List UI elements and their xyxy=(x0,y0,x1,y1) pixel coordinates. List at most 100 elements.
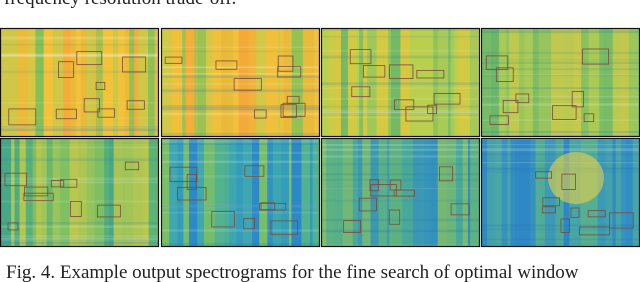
stripe xyxy=(259,138,268,247)
stripe xyxy=(424,138,431,247)
stripe xyxy=(78,138,87,247)
noise-band xyxy=(161,160,320,163)
stripe xyxy=(389,138,401,247)
stripe xyxy=(249,138,253,247)
noise-band xyxy=(0,128,159,132)
stripe xyxy=(14,138,21,247)
stripe xyxy=(17,28,28,137)
stripe xyxy=(628,28,640,137)
stripe xyxy=(400,28,411,137)
noise-band xyxy=(0,180,159,182)
detection-box xyxy=(439,166,454,182)
stripe xyxy=(161,138,170,247)
stripe xyxy=(280,138,290,247)
detection-box xyxy=(433,93,461,105)
stripe xyxy=(197,138,205,247)
spectrogram-panel xyxy=(320,137,481,248)
spectrogram-panel xyxy=(0,27,160,138)
spectrogram-panel xyxy=(160,27,321,138)
stripe xyxy=(134,28,139,137)
stripe xyxy=(70,28,77,137)
detection-box xyxy=(270,220,299,235)
stripe xyxy=(573,28,582,137)
detection-box xyxy=(164,56,183,64)
detection-box xyxy=(495,67,514,82)
stripe xyxy=(5,28,12,137)
noise-band xyxy=(321,110,480,113)
noise-band xyxy=(161,89,320,93)
stripe xyxy=(626,138,634,247)
noise-band xyxy=(0,126,159,128)
stripe xyxy=(335,28,342,137)
stripe xyxy=(224,138,230,247)
noise-band xyxy=(321,35,480,38)
detection-box xyxy=(535,171,552,179)
noise-band xyxy=(0,127,159,130)
stripe xyxy=(252,138,260,247)
stripe xyxy=(505,28,510,137)
noise-band xyxy=(481,238,640,240)
detection-box xyxy=(349,49,372,65)
panel-content xyxy=(481,138,640,247)
stripe xyxy=(228,28,234,137)
stripe xyxy=(256,28,266,137)
stripe xyxy=(60,138,71,247)
panel-border xyxy=(0,137,160,248)
stripe xyxy=(524,28,528,137)
noise-band xyxy=(161,65,320,68)
noise-band xyxy=(481,103,640,106)
stripe xyxy=(311,28,315,137)
stripe xyxy=(248,28,257,137)
stripe xyxy=(138,28,149,137)
detection-box xyxy=(280,104,297,118)
detection-box xyxy=(24,186,49,197)
stripe xyxy=(544,138,557,247)
noise-band xyxy=(481,68,640,71)
noise-band xyxy=(481,227,640,231)
stripe xyxy=(599,28,605,137)
detection-box xyxy=(450,203,470,216)
detection-box xyxy=(416,69,445,79)
noise-band xyxy=(321,244,480,247)
detection-box xyxy=(489,115,509,126)
stripe xyxy=(363,28,368,137)
stripe xyxy=(113,138,123,247)
noise-band xyxy=(161,175,320,178)
noise-band xyxy=(481,30,640,34)
panel-border xyxy=(0,27,160,138)
stripe xyxy=(486,138,496,247)
stripe xyxy=(148,138,159,247)
stripe xyxy=(358,138,363,247)
detection-box xyxy=(579,226,610,236)
noise-band xyxy=(161,88,320,91)
stripe xyxy=(456,138,464,247)
spectrogram-panel xyxy=(480,27,640,138)
noise-band xyxy=(161,151,320,154)
detection-box xyxy=(233,78,262,91)
stripe xyxy=(102,28,114,137)
noise-band xyxy=(481,238,640,241)
noise-band xyxy=(0,117,159,119)
stripe xyxy=(161,28,173,137)
noise-band xyxy=(0,241,159,245)
detection-box xyxy=(583,113,595,123)
detection-box xyxy=(8,108,37,126)
panel-border xyxy=(160,27,321,138)
stripe xyxy=(619,28,630,137)
stripe xyxy=(632,138,640,247)
stripe xyxy=(148,28,156,137)
stripe xyxy=(321,28,330,137)
stripe xyxy=(214,138,225,247)
noise-band xyxy=(161,105,320,108)
stripe xyxy=(378,138,388,247)
noise-band xyxy=(161,140,320,144)
noise-band xyxy=(0,36,159,40)
noise-band xyxy=(321,98,480,100)
detection-box xyxy=(587,210,606,218)
detection-box xyxy=(552,105,577,120)
detection-box xyxy=(502,100,519,114)
spectrogram-panel xyxy=(160,137,321,248)
noise-band xyxy=(481,119,640,121)
stripe xyxy=(272,138,279,247)
noise-band xyxy=(481,95,640,98)
